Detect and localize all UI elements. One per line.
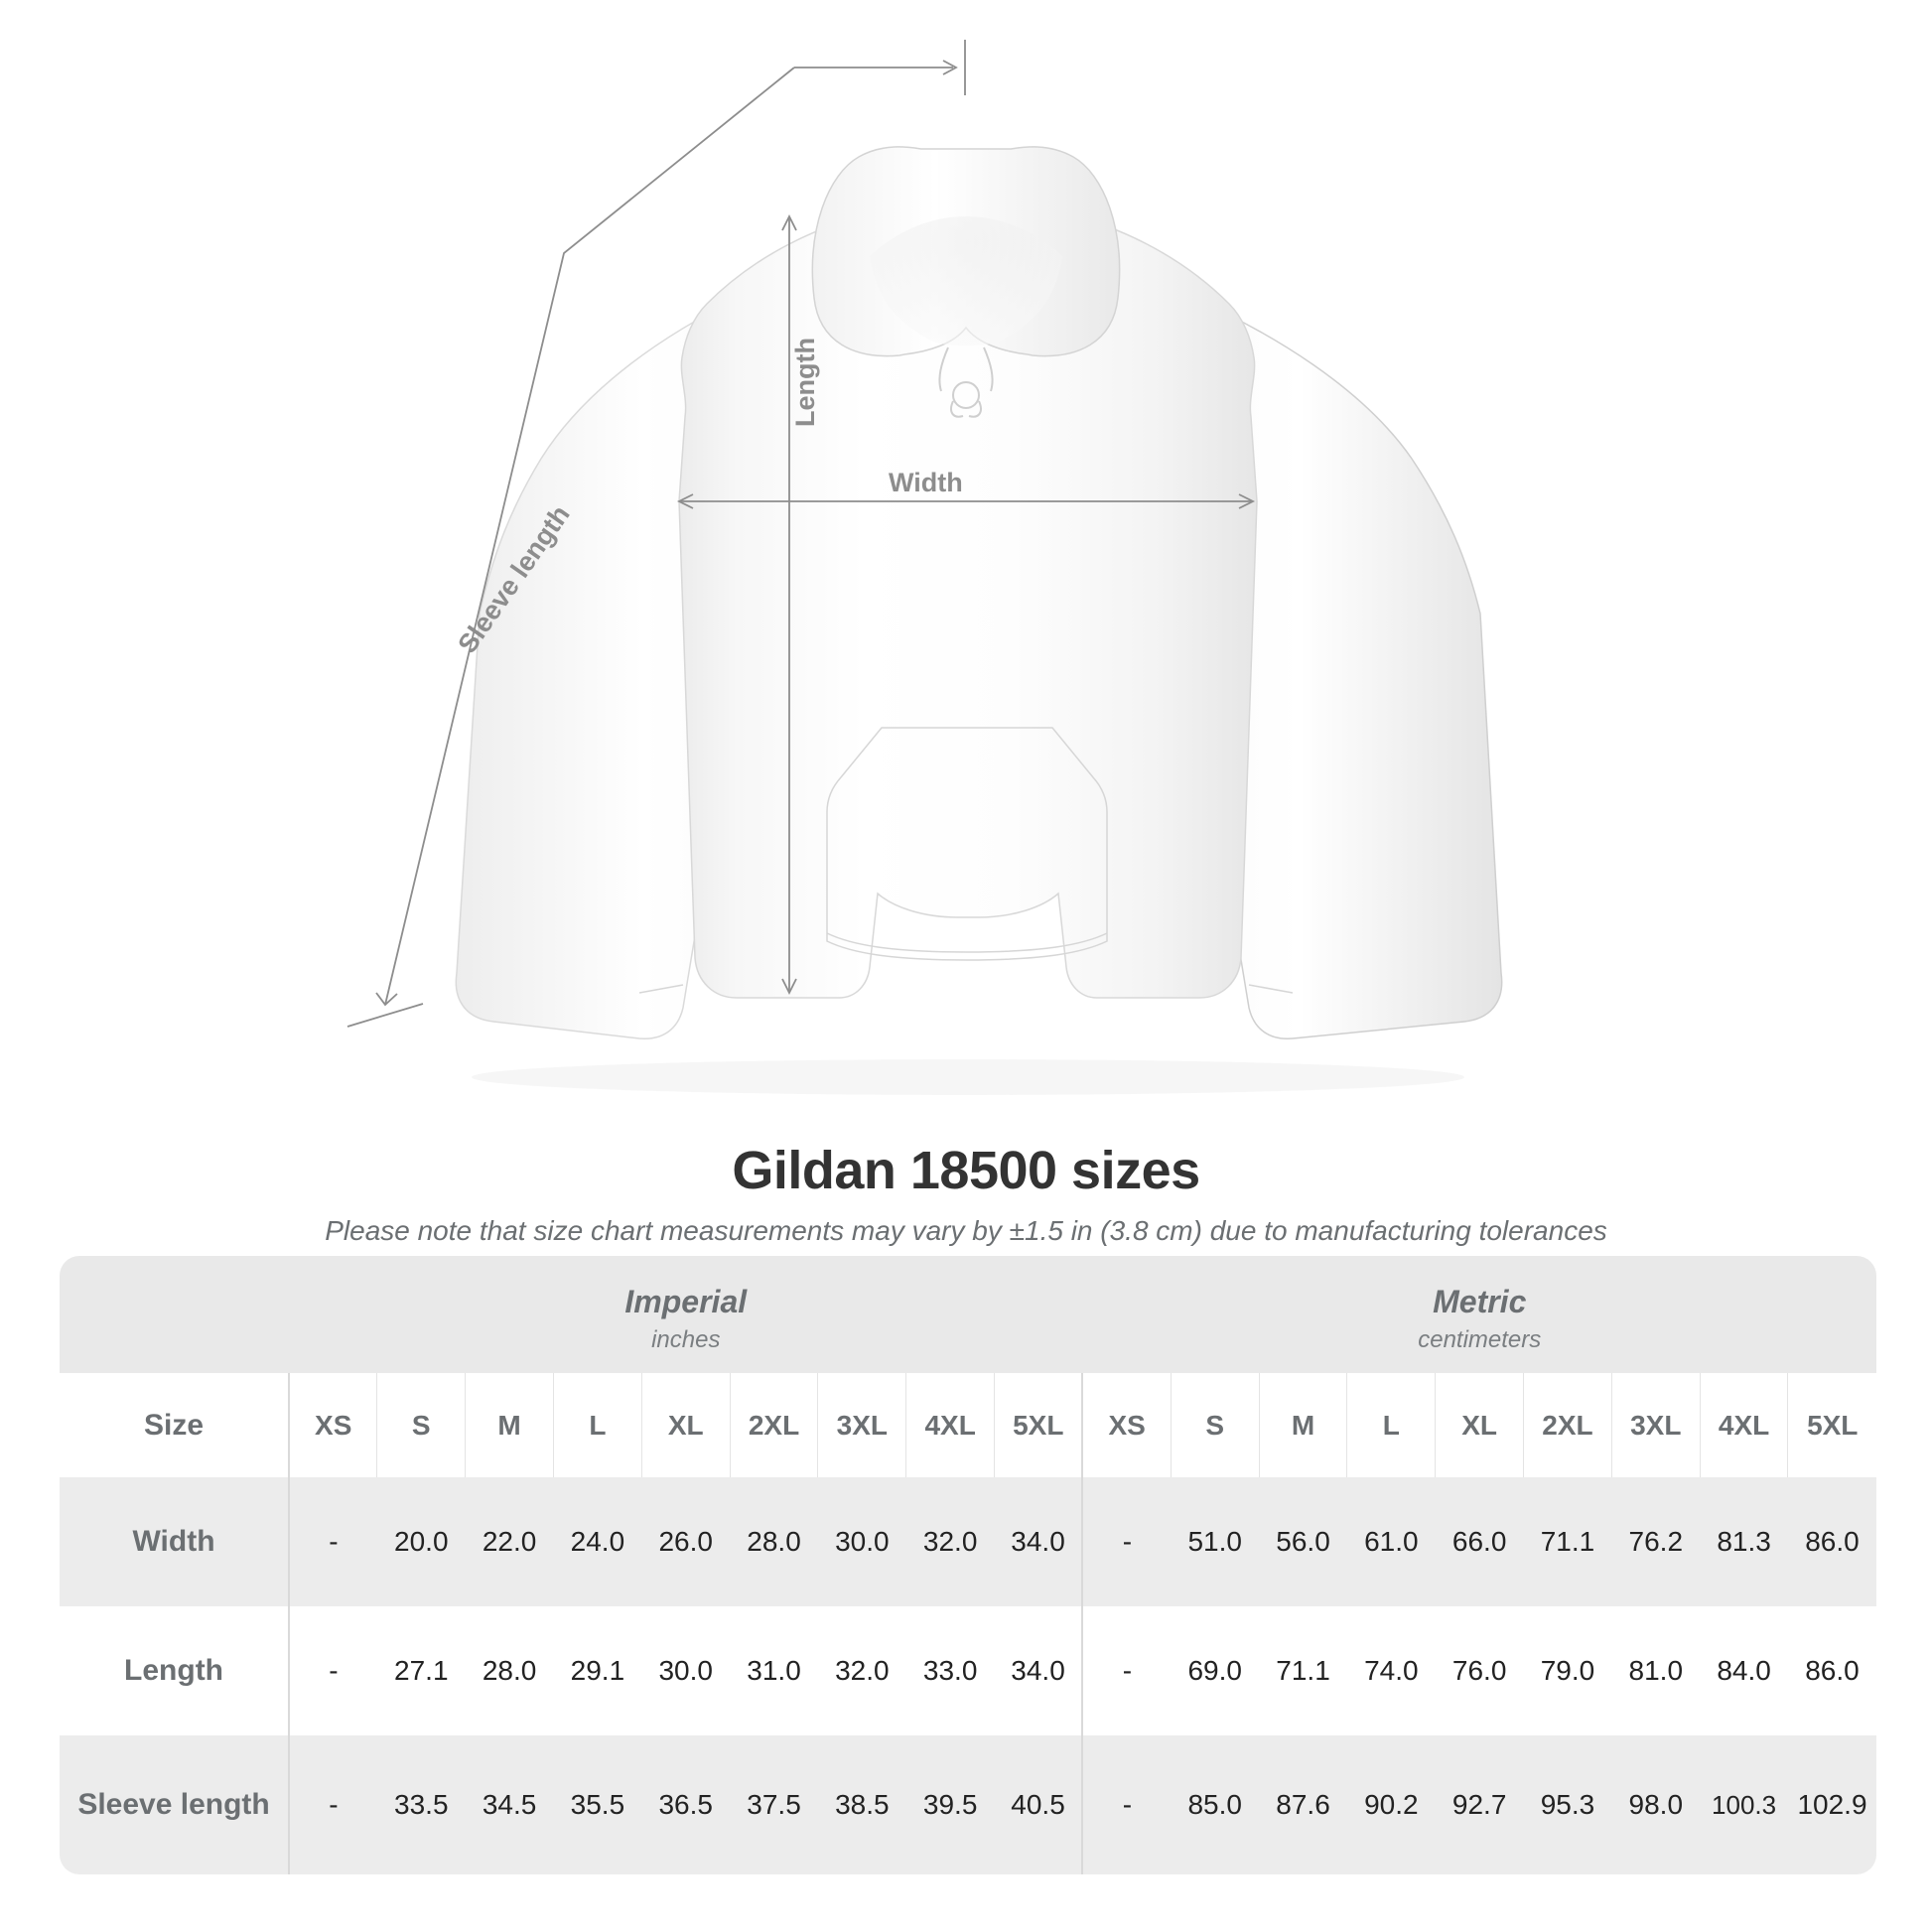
svg-text:Length: Length — [790, 338, 820, 427]
svg-text:Width: Width — [889, 468, 963, 497]
